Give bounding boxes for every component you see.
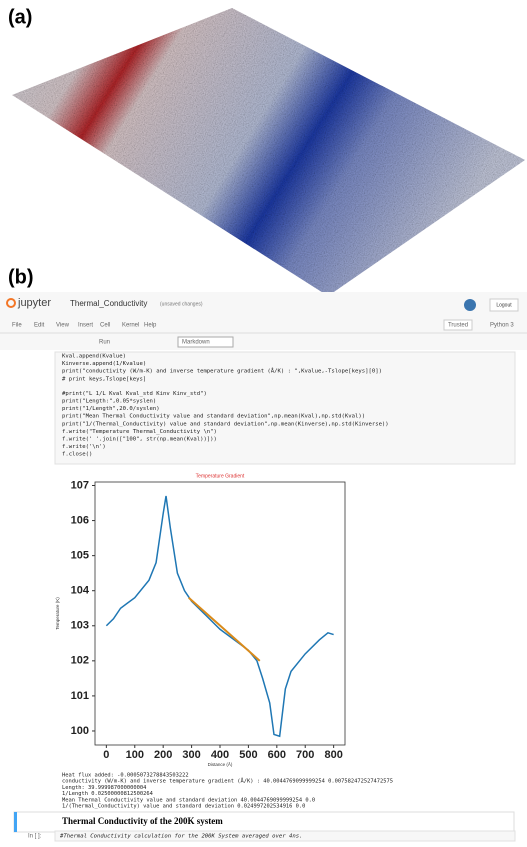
menu-item[interactable]: Kernel	[122, 323, 139, 329]
trusted: Trusted	[448, 323, 468, 329]
menu-item[interactable]: Help	[144, 323, 157, 329]
kernel-name: Python 3	[490, 323, 514, 329]
y-axis-label: Temperature (K)	[55, 597, 60, 630]
y-tick-label: 100	[71, 725, 89, 737]
menu-item[interactable]: Cell	[100, 323, 110, 329]
code-line: f.write('\n')	[62, 444, 106, 450]
markdown-heading: Thermal Conductivity of the 200K system	[62, 816, 223, 826]
plot-frame	[95, 482, 345, 745]
code-line: f.close()	[62, 452, 92, 458]
y-tick-label: 105	[71, 550, 89, 562]
series-line	[189, 598, 260, 661]
code-line: f.write("Temperature Thermal_Conductivit…	[62, 429, 217, 435]
cell-type[interactable]: Markdown	[182, 340, 210, 346]
save-status: (unsaved changes)	[160, 301, 203, 307]
menu-item[interactable]: Insert	[78, 323, 93, 329]
code-line: print("conductivity (W/m-K) and inverse …	[62, 368, 382, 375]
output-line: 1/(Thermal_Conductivity) value and stand…	[62, 804, 305, 810]
code-line: #print("L 1/L Kval Kval_std Kinv Kinv_st…	[62, 391, 207, 397]
series-line	[106, 496, 333, 736]
x-tick-label: 400	[211, 749, 229, 761]
panel-label: (b)	[8, 266, 34, 288]
x-tick-label: 500	[239, 749, 257, 761]
page: (a) (b) jupyter Thermal_Conductivity (un…	[0, 0, 527, 842]
code-line: print("1/(Thermal_Conductivity) value an…	[62, 421, 389, 427]
output-line: 1/Length 0.02500000812500264	[62, 791, 153, 797]
y-tick-label: 106	[71, 514, 89, 526]
code-line: print("Length:",0.05*syslen)	[62, 399, 156, 405]
code-line: Kinverse.append(1/Kvalue)	[62, 361, 146, 367]
code-line: # print keys,Tslope[keys]	[62, 376, 146, 382]
chart-title: Temperature Gradient	[196, 473, 245, 479]
x-tick-label: 0	[103, 749, 109, 761]
cell-prompt: In [ ]:	[28, 834, 42, 840]
logo: jupyter	[17, 297, 51, 309]
logout[interactable]: Logout	[496, 302, 512, 308]
x-tick-label: 600	[268, 749, 286, 761]
output-line: Mean Thermal Conductivity value and stan…	[62, 797, 315, 803]
x-axis-label: Distance (Å)	[208, 761, 233, 767]
y-tick-label: 102	[71, 655, 89, 667]
x-tick-label: 100	[126, 749, 144, 761]
python-logo	[464, 299, 476, 311]
menu-item[interactable]: Edit	[34, 323, 45, 329]
notebook-name[interactable]: Thermal_Conductivity	[70, 299, 147, 308]
output-line: conductivity (W/m-K) and inverse tempera…	[62, 778, 393, 785]
x-tick-label: 700	[296, 749, 314, 761]
code-line: Kval.append(Kvalue)	[62, 354, 126, 360]
y-tick-label: 101	[71, 690, 89, 702]
y-tick-label: 107	[71, 479, 89, 491]
y-tick-label: 103	[71, 620, 89, 632]
menu-item[interactable]: File	[12, 323, 22, 329]
code-line: print("1/Length",20.0/syslen)	[62, 406, 160, 412]
x-tick-label: 300	[182, 749, 200, 761]
output-line: Heat flux added: -0.0005073278843503222	[62, 773, 189, 779]
code-line: f.write(' '.join(["100", str(np.mean(Kva…	[62, 437, 217, 443]
y-tick-label: 104	[71, 585, 90, 597]
run-button[interactable]: Run	[99, 340, 110, 346]
x-tick-label: 200	[154, 749, 172, 761]
code-line: print("Mean Thermal Conductivity value a…	[62, 414, 365, 420]
panel-label: (a)	[8, 6, 32, 28]
x-tick-label: 800	[324, 749, 342, 761]
cell-selected-bar	[14, 812, 17, 832]
simulation-render	[12, 8, 525, 296]
menu-item[interactable]: View	[56, 323, 70, 329]
code-comment: #Thermal Conductivity calculation for th…	[59, 834, 302, 840]
output-line: Length: 39.999987000000004	[62, 785, 146, 791]
